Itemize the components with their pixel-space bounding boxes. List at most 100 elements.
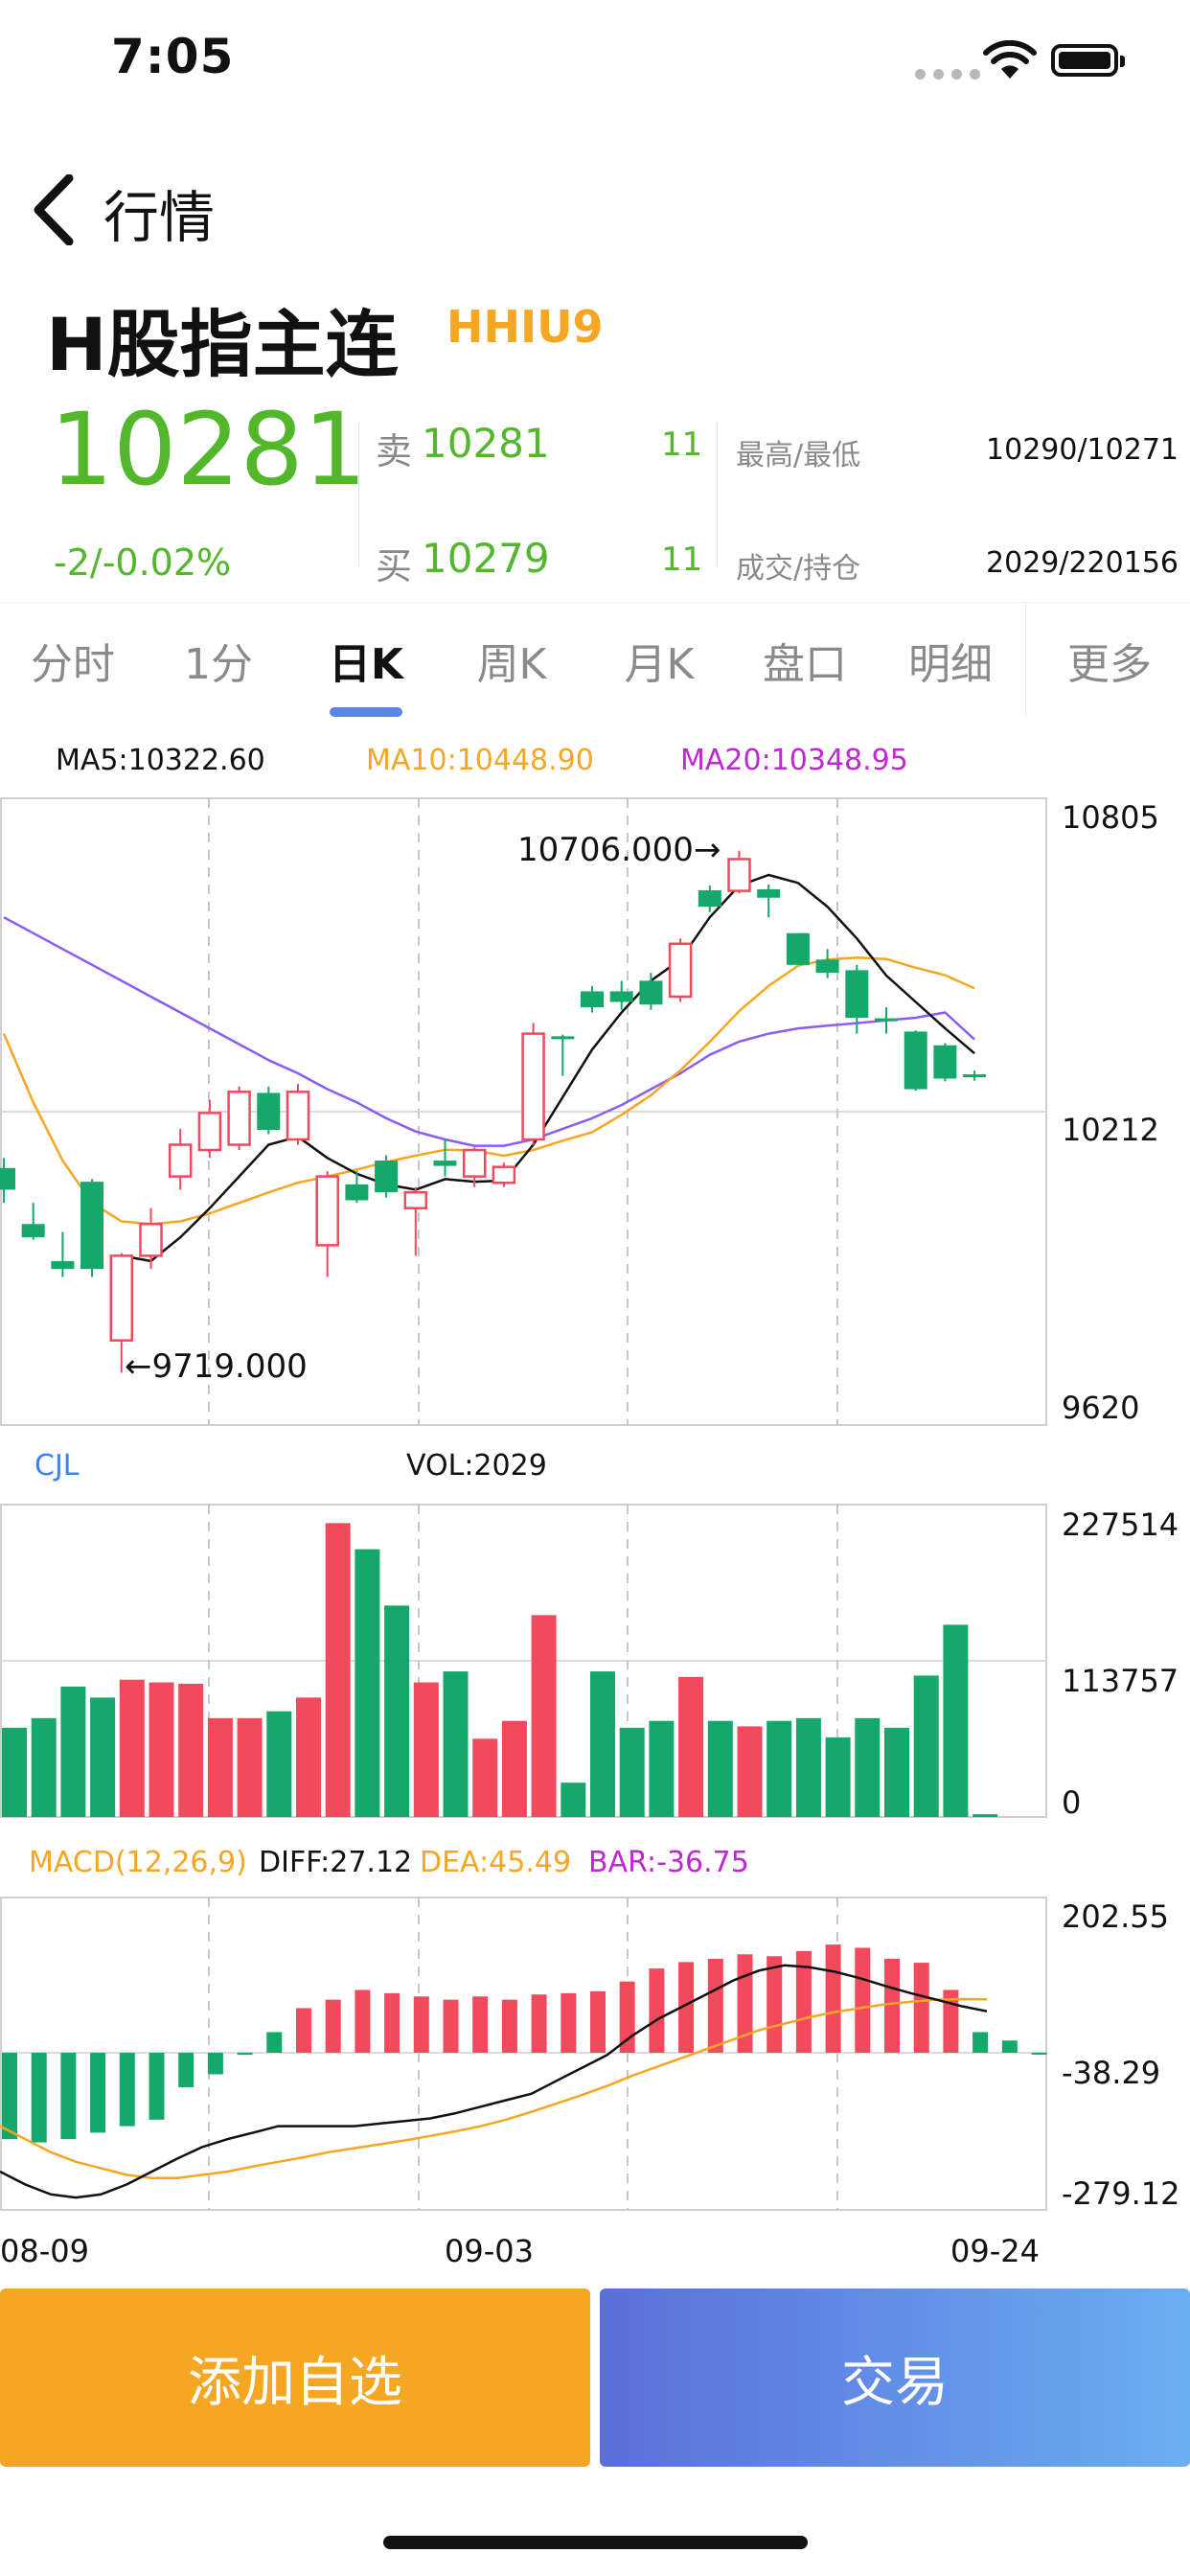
instrument-name: H股指主连 bbox=[46, 302, 399, 387]
dea-path bbox=[0, 1997, 988, 2180]
candle-body bbox=[80, 1182, 104, 1270]
x-tick: 08-09 bbox=[0, 2233, 89, 2269]
volume-bar bbox=[973, 1814, 998, 1817]
candle-body bbox=[875, 1018, 898, 1022]
macd-bar bbox=[855, 1947, 871, 2053]
candle-body bbox=[668, 942, 693, 999]
macd-bar bbox=[149, 2053, 165, 2120]
trade-button[interactable]: 交易 bbox=[600, 2288, 1190, 2467]
candle-body bbox=[345, 1184, 369, 1201]
macd-bar bbox=[472, 1996, 489, 2053]
volume-bar bbox=[31, 1717, 57, 1817]
macd-bar bbox=[296, 2008, 311, 2053]
active-tab-indicator bbox=[330, 707, 402, 717]
ma20-path bbox=[3, 916, 975, 1147]
macd-bar bbox=[2, 2053, 17, 2140]
tab-monthly-k[interactable]: 月K bbox=[624, 640, 695, 689]
sell-label: 卖 bbox=[376, 430, 413, 472]
ma5-line bbox=[121, 873, 975, 1263]
x-tick: 09-24 bbox=[950, 2233, 1040, 2269]
period-tabs: 分时 1分 日K 周K 月K 盘口 明细 更多 bbox=[0, 602, 1190, 718]
macd-bar bbox=[795, 1950, 812, 2053]
kline-chart-area[interactable]: 10706.000→ ←9719.000 10805 10212 9620 22… bbox=[0, 786, 1190, 2281]
ma10-path bbox=[2, 956, 975, 1226]
macd-bar bbox=[737, 1954, 753, 2053]
tab-order-book[interactable]: 盘口 bbox=[763, 640, 847, 689]
bar-label: BAR:-36.75 bbox=[588, 1846, 749, 1879]
volume-bar bbox=[60, 1686, 86, 1817]
candle-body bbox=[581, 991, 604, 1007]
back-icon[interactable] bbox=[29, 174, 77, 245]
tab-timeshare[interactable]: 分时 bbox=[31, 640, 115, 689]
ma5-path bbox=[121, 873, 975, 1263]
candle-body bbox=[845, 970, 869, 1019]
macd-bar bbox=[913, 1963, 929, 2053]
ma20-label: MA20:10348.95 bbox=[680, 744, 908, 777]
volume-bar bbox=[207, 1717, 233, 1817]
divider bbox=[1025, 602, 1026, 717]
add-watchlist-button[interactable]: 添加自选 bbox=[0, 2288, 590, 2467]
macd-bar bbox=[678, 1962, 695, 2053]
macd-bar bbox=[590, 1990, 606, 2053]
macd-bar bbox=[178, 2053, 195, 2088]
volume-ytick: 0 bbox=[1062, 1784, 1081, 1821]
candle-body bbox=[197, 1112, 222, 1152]
volume-bar bbox=[943, 1624, 969, 1817]
candle-body bbox=[698, 890, 721, 908]
tab-weekly-k[interactable]: 周K bbox=[476, 640, 547, 689]
dea-line bbox=[0, 1997, 988, 2180]
macd-bars bbox=[2, 1944, 1047, 2143]
macd-bar bbox=[531, 1994, 547, 2053]
candle-body bbox=[815, 959, 839, 974]
volume-bar bbox=[266, 1711, 292, 1817]
macd-ytick: -279.12 bbox=[1062, 2175, 1180, 2212]
volume-bar bbox=[913, 1675, 939, 1817]
sell-qty: 11 bbox=[661, 426, 703, 464]
kline-ytick: 10805 bbox=[1062, 799, 1159, 836]
candle-body bbox=[375, 1161, 399, 1193]
volume-bar bbox=[325, 1523, 351, 1817]
divider bbox=[717, 422, 718, 565]
tab-1min[interactable]: 1分 bbox=[184, 640, 253, 689]
volume-bar bbox=[501, 1720, 527, 1817]
volume-bar bbox=[119, 1679, 145, 1817]
macd-bar bbox=[207, 2053, 223, 2075]
candle-body bbox=[403, 1190, 428, 1209]
ma10-label: MA10:10448.90 bbox=[366, 744, 594, 777]
cjl-label: CJL bbox=[34, 1449, 80, 1483]
macd-bar bbox=[767, 1956, 783, 2053]
volume-bar bbox=[884, 1727, 909, 1817]
volume-bar bbox=[707, 1720, 733, 1817]
volume-bars bbox=[2, 1523, 998, 1817]
tab-more[interactable]: 更多 bbox=[1067, 640, 1152, 689]
macd-bar bbox=[31, 2053, 47, 2143]
home-indicator bbox=[383, 2536, 808, 2549]
kline-ytick: 10212 bbox=[1062, 1112, 1159, 1148]
macd-bar bbox=[443, 1999, 459, 2053]
candle-body bbox=[168, 1143, 193, 1178]
tab-details[interactable]: 明细 bbox=[908, 640, 993, 689]
x-tick: 09-03 bbox=[445, 2233, 534, 2269]
volume-bar bbox=[90, 1697, 116, 1817]
candle-body bbox=[609, 991, 633, 1002]
volume-bar bbox=[296, 1697, 321, 1817]
high-low-value: 10290/10271 bbox=[986, 433, 1179, 467]
tab-daily-k[interactable]: 日K bbox=[328, 640, 404, 689]
macd-bar bbox=[884, 1958, 900, 2053]
volume-bar bbox=[2, 1727, 27, 1817]
macd-bar bbox=[619, 1981, 635, 2053]
kline-high-annotation: 10706.000→ bbox=[517, 831, 721, 869]
volume-bar bbox=[767, 1720, 792, 1817]
volume-bar bbox=[590, 1671, 615, 1817]
candle-body bbox=[727, 858, 751, 892]
dea-label: DEA:45.49 bbox=[420, 1846, 572, 1879]
volume-bar bbox=[795, 1717, 821, 1817]
volume-bar bbox=[825, 1736, 851, 1817]
volume-bar bbox=[355, 1549, 380, 1817]
macd-bar bbox=[825, 1944, 841, 2053]
buy-qty: 11 bbox=[661, 540, 703, 579]
price-change: -2/-0.02% bbox=[54, 541, 232, 584]
back-label[interactable]: 行情 bbox=[103, 185, 216, 250]
volume-bar bbox=[149, 1682, 174, 1817]
volume-bar bbox=[472, 1738, 498, 1817]
